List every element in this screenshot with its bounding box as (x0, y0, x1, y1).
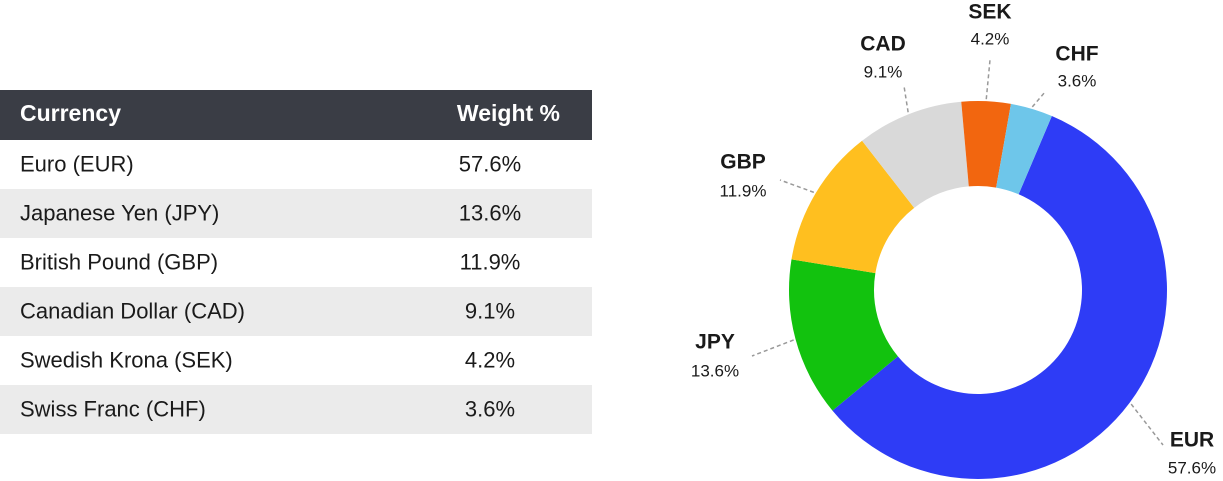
leader-line (903, 85, 909, 113)
table-cell: Euro (EUR) (20, 151, 134, 176)
table-row-bg (0, 189, 592, 238)
header-cell: Currency (20, 100, 121, 126)
header-cell: Weight % (457, 100, 560, 126)
table-row-bg (0, 287, 592, 336)
slice-value-label: 4.2% (971, 29, 1010, 48)
slice-label: JPY (695, 331, 735, 354)
slice-label: CHF (1055, 43, 1098, 66)
table-cell: Swiss Franc (CHF) (20, 396, 206, 421)
table-cell: Swedish Krona (SEK) (20, 347, 233, 372)
leader-line (985, 59, 991, 100)
leader-line (1130, 403, 1164, 446)
table-row-bg (0, 336, 592, 385)
slice-value-label: 3.6% (1058, 71, 1097, 90)
table-cell: 3.6% (465, 396, 515, 421)
slice-label: CAD (860, 33, 906, 56)
donut-slice (961, 101, 1011, 188)
table: Currency Weight % Euro (EUR) 57.6% Japanes… (0, 90, 592, 434)
table-row-bg (0, 385, 592, 434)
slice-value-label: 11.9% (720, 181, 767, 200)
leader-line (779, 179, 815, 194)
donut-chart: EUR 57.6% JPY 13.6% GBP 11.9% CAD 9.1% SEK 4.2% CH… (691, 1, 1216, 480)
table-cell: Japanese Yen (JPY) (20, 200, 219, 225)
slice-label: SEK (968, 1, 1011, 24)
table-row-bg (0, 238, 592, 287)
slice-value-label: 9.1% (864, 62, 903, 81)
leader-line (1031, 91, 1046, 108)
donut-slice (862, 101, 969, 208)
slice-label: GBP (720, 151, 766, 174)
donut-slice (788, 259, 898, 411)
donut-slice (832, 116, 1168, 480)
table-header-bg (0, 90, 592, 140)
slice-value-label: 13.6% (691, 361, 739, 380)
leader-line (751, 339, 794, 357)
table-cell: 57.6% (459, 151, 521, 176)
table-cell: British Pound (GBP) (20, 249, 218, 274)
slice-value-label: 57.6% (1168, 458, 1216, 477)
table-cell: 11.9% (460, 249, 521, 274)
table-cell: 9.1% (465, 298, 515, 323)
slice-label: EUR (1170, 429, 1214, 452)
table-cell: 4.2% (465, 347, 515, 372)
table-cell: Canadian Dollar (CAD) (20, 298, 245, 323)
table-cell: 13.6% (459, 200, 521, 225)
donut-slice (996, 103, 1052, 195)
table-row-bg (0, 140, 592, 189)
donut-slice (791, 140, 915, 274)
